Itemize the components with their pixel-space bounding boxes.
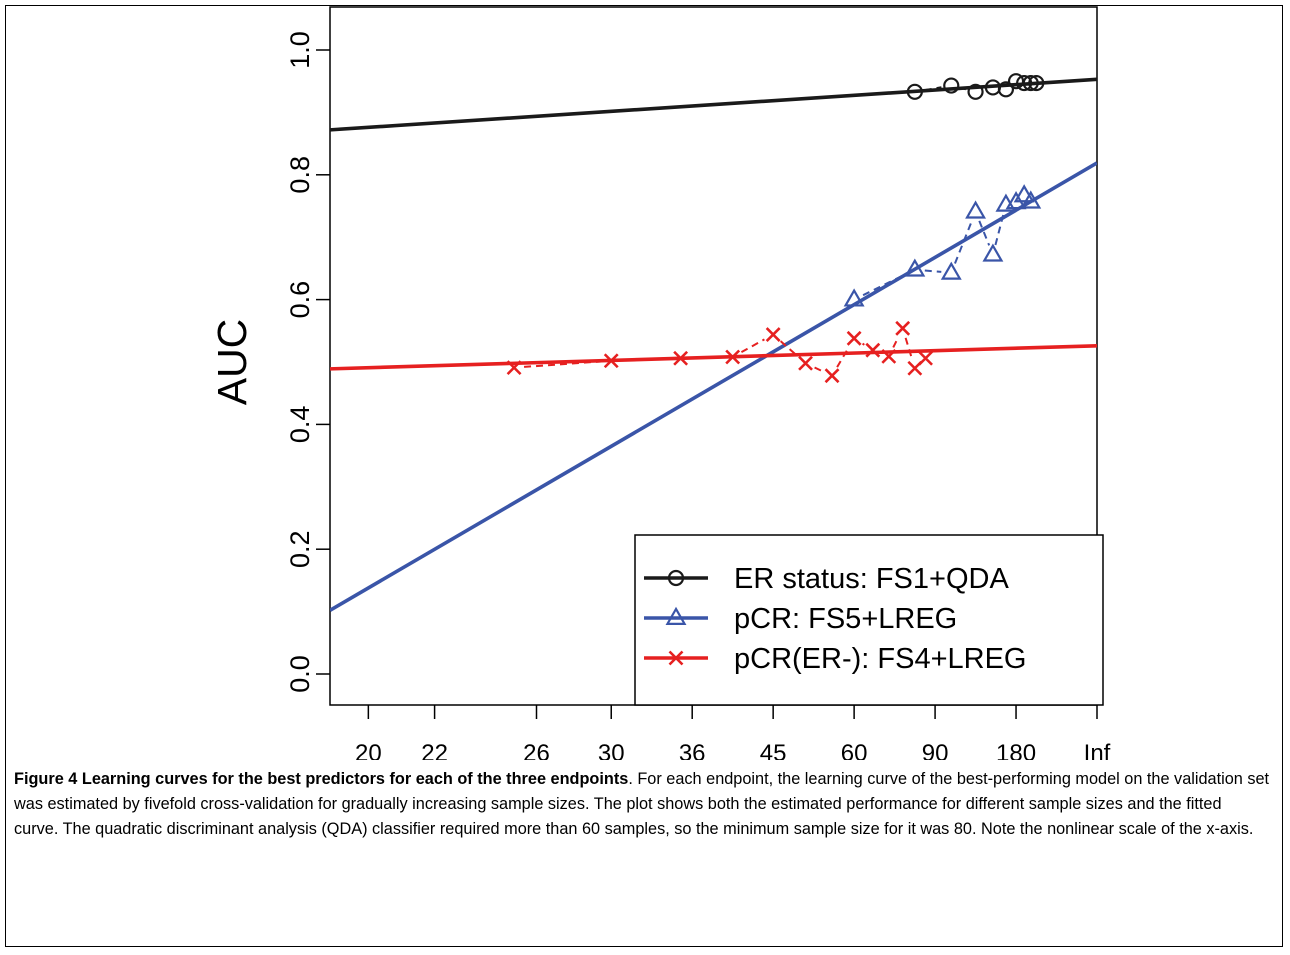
x-tick-label: 60 [841, 740, 868, 760]
legend-swatch-marker [667, 569, 685, 587]
y-tick-label: 0.2 [285, 530, 315, 568]
y-tick-label: 0.6 [285, 281, 315, 319]
caption-title: Learning curves for the best predictors … [81, 770, 629, 788]
data-point [843, 288, 865, 307]
legend-label: pCR: FS5+LREG [734, 603, 957, 635]
data-point [918, 350, 933, 366]
x-tick-label: 45 [760, 740, 787, 760]
observed-line-2 [862, 214, 1005, 297]
y-tick-label: 1.0 [285, 31, 315, 69]
observed-line-3 [523, 336, 913, 373]
data-point [904, 258, 926, 277]
figure-frame [5, 5, 1283, 947]
x-tick-label: 30 [598, 740, 625, 760]
data-point [1020, 190, 1042, 209]
fit-line-2 [330, 161, 1097, 612]
fitted-curves [330, 77, 1097, 612]
data-point [725, 349, 741, 365]
data-point [943, 77, 960, 94]
x-tick-label: 90 [922, 740, 949, 760]
data-point [1022, 74, 1039, 92]
caption-label: Figure 4 [14, 770, 78, 788]
x-tick-label: Inf [1084, 740, 1111, 760]
x-tick-label: 180 [996, 740, 1036, 760]
fit-line-3 [330, 343, 1097, 371]
y-tick-label: 0.8 [285, 156, 315, 194]
legend-swatch-marker [665, 606, 687, 625]
y-tick-label: 0.0 [285, 655, 315, 693]
caption-body: . For each endpoint, the learning curve … [14, 770, 1270, 838]
x-tick-label: 20 [355, 740, 382, 760]
data-point [997, 81, 1015, 98]
axes: 0.0 0.2 0.4 0.6 0.8 1.0 20 22 26 30 36 45 60 90 180 Inf… [209, 6, 1111, 760]
legend-swatch-marker [668, 650, 684, 666]
data-point [865, 342, 881, 358]
y-axis-label: AUC [209, 319, 255, 406]
legend-label: ER status: FS1+QDA [734, 563, 1009, 595]
data-point [824, 368, 840, 384]
data-point [765, 327, 781, 342]
figure-caption: Figure 4 Learning curves for the best pr… [14, 767, 1270, 842]
learning-curve-chart: 0.0 0.2 0.4 0.6 0.8 1.0 20 22 26 30 36 45 60 90 180 Inf… [209, 6, 1111, 760]
data-point [603, 353, 619, 369]
data-point [965, 200, 987, 219]
data-point [1013, 184, 1035, 203]
data-point [982, 243, 1004, 262]
legend: ER status: FS1+QDA pCR: FS5+LREG pCR(ER-):… [634, 534, 1104, 706]
legend-box [634, 534, 1104, 706]
data-point [895, 320, 911, 336]
data-point [881, 348, 897, 364]
observed-line-1 [924, 86, 967, 92]
data-point [798, 355, 813, 371]
x-tick-label: 22 [421, 740, 448, 760]
data-point [846, 330, 862, 346]
data-points [506, 73, 1045, 384]
data-point [1028, 74, 1045, 92]
y-tick-label: 0.4 [285, 406, 315, 444]
data-point [940, 261, 962, 280]
data-point [673, 350, 689, 366]
data-point [506, 360, 522, 376]
data-point [906, 83, 923, 100]
x-tick-label: 36 [679, 740, 706, 760]
x-tick-label: 26 [523, 740, 550, 760]
legend-label: pCR(ER-): FS4+LREG [734, 643, 1026, 675]
data-point [967, 83, 984, 100]
data-point [1016, 74, 1033, 92]
